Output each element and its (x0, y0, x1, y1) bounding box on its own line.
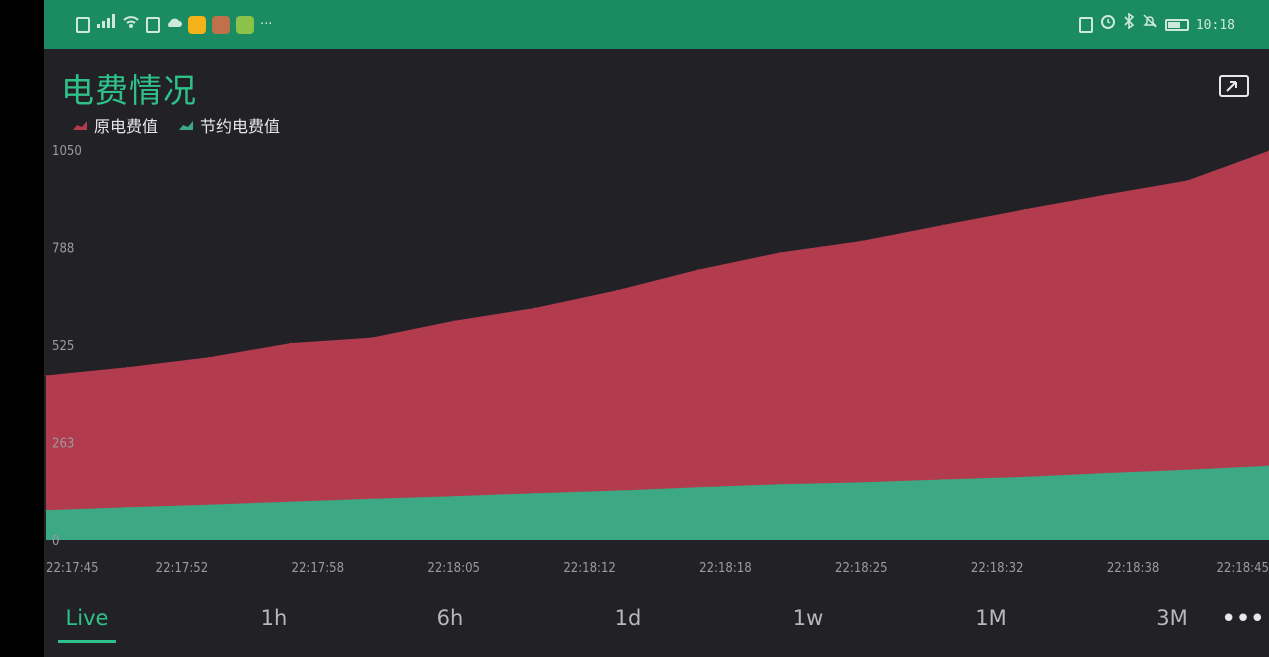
data-point (1105, 472, 1107, 474)
battery-icon (1164, 19, 1189, 31)
sim-icon (76, 17, 90, 33)
data-point (453, 495, 455, 497)
data-point (208, 504, 210, 506)
data-point (208, 356, 210, 358)
data-point (1186, 179, 1189, 182)
tab-1d[interactable]: 1d (614, 606, 642, 630)
data-point (779, 251, 781, 254)
area-chart[interactable]: 0 263 525 788 1050 22:17:45 22:17:52 22:17:58 22… (44, 140, 1269, 585)
data-point (290, 342, 292, 344)
data-point (126, 506, 129, 508)
data-point (534, 492, 536, 494)
tab-1m[interactable]: 1M (975, 606, 1007, 630)
series-area-0 (46, 150, 1269, 540)
x-tick-label: 22:18:18 (699, 561, 752, 576)
bluetooth-icon (1123, 12, 1135, 37)
legend-label: 节约电费值 (200, 117, 281, 136)
time-range-tabs: Live 1h 6h 1d 1w 1M 3M ••• (44, 598, 1269, 648)
legend-item-original[interactable]: 原电费值 (72, 113, 158, 137)
y-tick-label: 263 (52, 437, 74, 452)
x-tick-label: 22:18:45 (1216, 561, 1269, 576)
data-point (371, 498, 373, 500)
expand-icon[interactable] (1219, 72, 1249, 100)
data-point (942, 478, 944, 481)
mute-icon (1142, 13, 1158, 37)
data-point (860, 240, 862, 242)
x-tick-label: 22:17:52 (156, 561, 209, 576)
status-time: 10:18 (1195, 17, 1235, 33)
app-icon-2 (212, 16, 230, 34)
data-point (1105, 194, 1107, 196)
data-point (860, 481, 862, 483)
tab-3m[interactable]: 3M (1156, 606, 1188, 630)
data-point (453, 320, 455, 322)
tab-live[interactable]: Live (65, 606, 109, 630)
data-point (534, 307, 536, 309)
x-tick-label: 22:18:25 (835, 561, 888, 576)
y-tick-label: 1050 (52, 144, 82, 159)
signal-icon (96, 13, 116, 37)
data-point (45, 509, 47, 511)
data-point (371, 337, 373, 339)
alarm-icon (1100, 13, 1116, 37)
app-icon-1 (188, 16, 206, 34)
series-area-1 (46, 465, 1269, 540)
legend-area-icon (179, 121, 194, 130)
more-options-icon[interactable]: ••• (1221, 604, 1265, 634)
data-point (1186, 469, 1189, 471)
wifi-icon (122, 13, 140, 37)
data-point (616, 289, 618, 291)
page-title: 电费情况 (61, 71, 197, 110)
data-point (616, 490, 618, 492)
data-point (290, 501, 292, 503)
x-tick-label: 22:17:58 (292, 561, 345, 576)
status-bar: ··· 10:18 (44, 0, 1269, 49)
legend-item-saved[interactable]: 节约电费值 (178, 113, 280, 137)
x-tick-label: 22:18:32 (971, 561, 1024, 576)
x-tick-label: 22:18:05 (427, 561, 480, 576)
active-tab-indicator (58, 640, 116, 643)
y-tick-label: 0 (52, 534, 59, 549)
x-tick-label: 22:18:38 (1107, 561, 1160, 576)
data-point (942, 224, 944, 226)
nfc-icon (1078, 17, 1093, 33)
app-icon-3 (236, 16, 254, 34)
tab-1w[interactable]: 1w (792, 606, 824, 630)
nfc-icon (146, 17, 160, 33)
legend-area-icon (73, 121, 87, 130)
data-point (697, 269, 699, 271)
data-point (1023, 476, 1025, 478)
tab-6h[interactable]: 6h (436, 606, 464, 630)
y-tick-label: 788 (52, 242, 74, 257)
legend-label: 原电费值 (94, 117, 159, 136)
data-point (779, 483, 781, 485)
status-left: ··· (76, 14, 272, 36)
y-tick-label: 525 (52, 339, 74, 354)
app-screen: ··· 10:18 电费情况 原电费值 节约电费值 (44, 0, 1269, 657)
status-right: 10:18 (1078, 12, 1235, 37)
more-notifications-icon: ··· (260, 17, 273, 32)
tab-1h[interactable]: 1h (260, 606, 288, 630)
chart-legend: 原电费值 节约电费值 (72, 113, 280, 137)
data-point (126, 366, 129, 368)
data-point (45, 374, 47, 377)
x-tick-label: 22:18:12 (563, 561, 616, 576)
x-tick-label: 22:17:45 (46, 561, 99, 576)
data-point (697, 486, 699, 488)
data-point (1023, 208, 1025, 210)
cloud-icon (166, 14, 182, 36)
